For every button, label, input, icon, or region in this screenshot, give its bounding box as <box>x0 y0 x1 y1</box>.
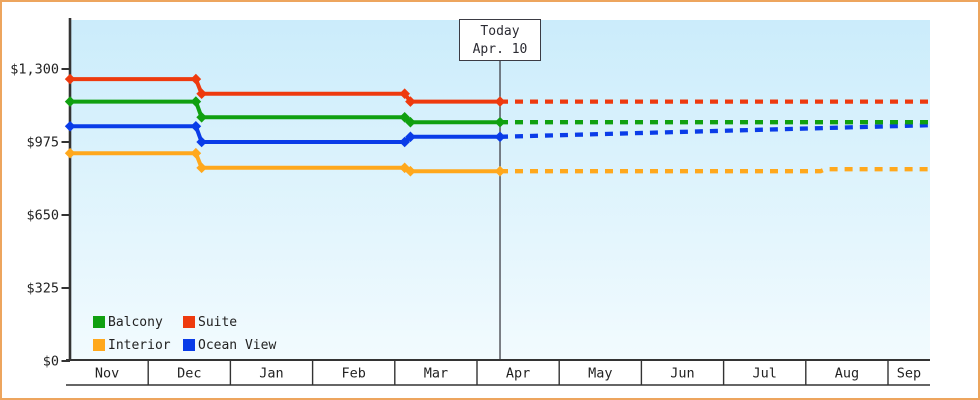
series-marker-ocean-view <box>494 131 506 143</box>
month-label-jan: Jan <box>259 366 283 382</box>
series-marker-ocean-view <box>190 120 202 132</box>
series-marker-balcony <box>399 111 410 123</box>
y-axis-label: $325 <box>26 281 59 297</box>
series-marker-ocean-view <box>405 131 416 143</box>
series-marker-balcony <box>196 111 207 123</box>
series-projection-interior <box>500 167 930 174</box>
series-marker-ocean-view <box>64 120 76 132</box>
series-projection-ocean-view <box>499 123 930 139</box>
series-marker-balcony <box>405 116 416 128</box>
series-marker-interior <box>405 165 416 177</box>
series-marker-balcony <box>190 96 202 107</box>
month-label-apr: Apr <box>506 366 530 382</box>
month-label-feb: Feb <box>342 366 366 382</box>
legend-label: Interior <box>108 337 171 353</box>
month-label-jun: Jun <box>670 366 694 382</box>
series-line-interior <box>70 151 500 174</box>
series-marker-suite <box>494 96 506 107</box>
series-marker-suite <box>64 73 76 85</box>
legend-item: Suite <box>183 314 276 330</box>
series-marker-interior <box>64 147 76 159</box>
month-label-nov: Nov <box>95 366 119 382</box>
today-annotation-box: Today Apr. 10 <box>459 19 541 61</box>
series-marker-balcony <box>64 96 76 107</box>
month-label-jul: Jul <box>753 366 777 382</box>
today-label: Today <box>480 24 520 39</box>
series-marker-suite <box>190 73 202 85</box>
legend-item: Interior <box>93 337 183 353</box>
month-label-dec: Dec <box>177 366 201 382</box>
legend-label: Balcony <box>108 314 163 330</box>
series-marker-suite <box>405 96 416 107</box>
series-line-ocean-view <box>70 124 500 144</box>
series-marker-interior <box>196 162 207 174</box>
legend-swatch-icon <box>93 316 105 328</box>
y-axis-label: $650 <box>26 208 59 224</box>
series-marker-suite <box>399 88 410 100</box>
legend-item: Ocean View <box>183 337 277 353</box>
legend-swatch-icon <box>183 339 195 351</box>
legend-label: Ocean View <box>198 337 277 353</box>
month-label-may: May <box>588 366 612 382</box>
legend: Balcony Suite Interior Ocean View <box>93 314 277 353</box>
month-label-aug: Aug <box>835 366 859 382</box>
legend-swatch-icon <box>93 339 105 351</box>
series-line-balcony <box>70 99 500 125</box>
series-marker-interior <box>399 162 410 174</box>
series-marker-suite <box>196 88 207 100</box>
month-label-sep: Sep <box>897 366 921 382</box>
series-marker-ocean-view <box>196 136 207 148</box>
legend-label: Suite <box>198 314 238 330</box>
legend-swatch-icon <box>183 316 195 328</box>
series-marker-ocean-view <box>399 136 410 148</box>
series-line-suite <box>70 77 500 104</box>
y-axis-label: $975 <box>26 135 59 151</box>
y-axis-label: $1,300 <box>10 62 59 78</box>
legend-item: Balcony <box>93 314 183 330</box>
today-date: Apr. 10 <box>472 42 528 57</box>
series-marker-balcony <box>494 116 506 128</box>
series-marker-interior <box>494 165 506 177</box>
month-label-mar: Mar <box>424 366 448 382</box>
series-marker-interior <box>190 147 202 159</box>
y-axis-label: $0 <box>43 354 59 370</box>
